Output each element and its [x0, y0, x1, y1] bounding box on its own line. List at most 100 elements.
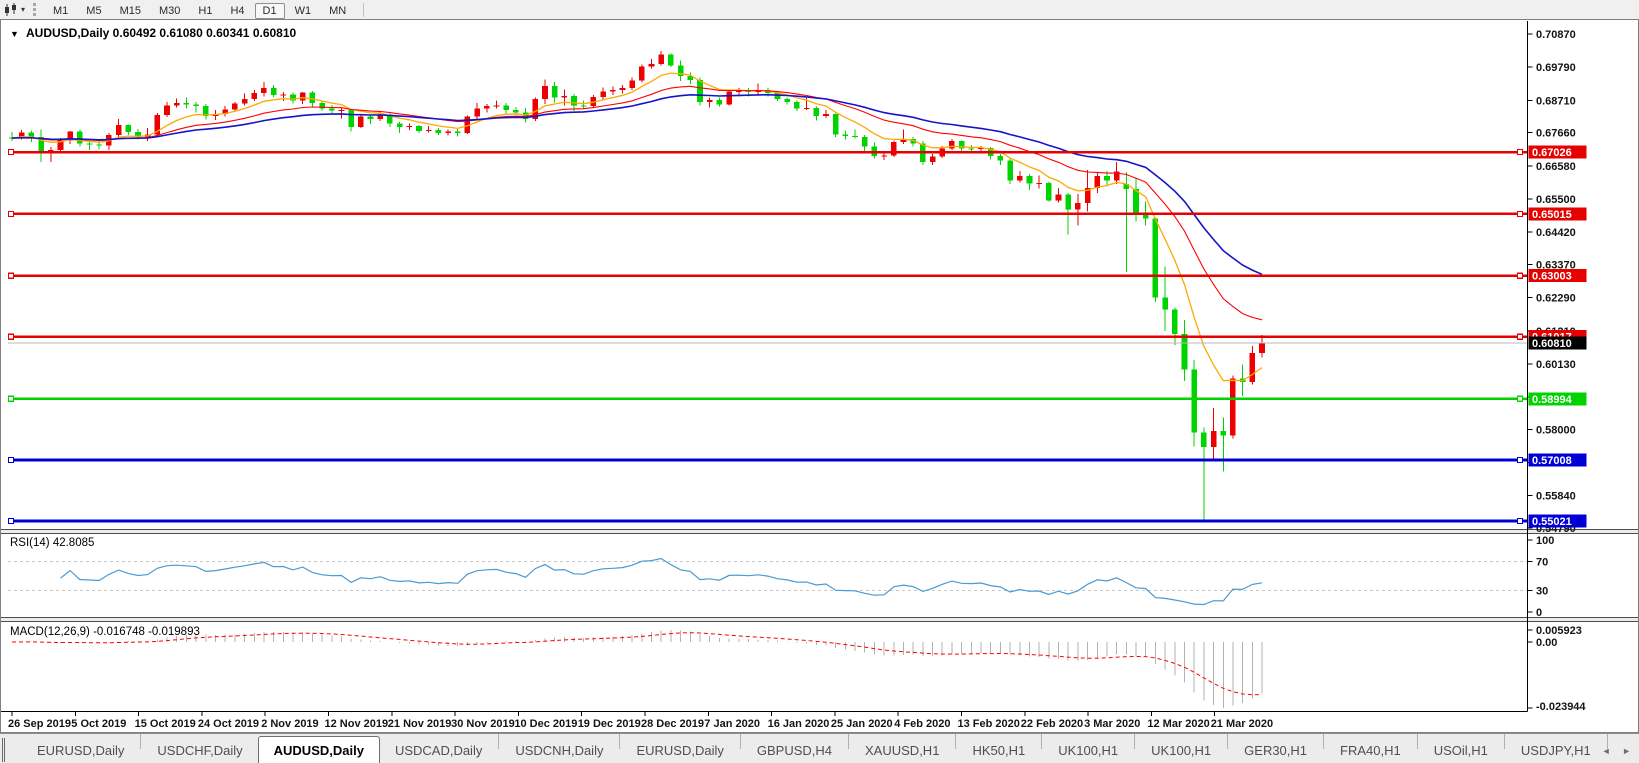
macd-label: MACD(12,26,9) -0.016748 -0.019893: [10, 626, 200, 638]
tab-separator: [1134, 734, 1136, 749]
svg-text:-0.023944: -0.023944: [1536, 701, 1586, 713]
svg-text:0.63370: 0.63370: [1536, 259, 1576, 271]
timeframe-button-mn[interactable]: MN: [329, 4, 347, 17]
chart-tab-hk50-h1[interactable]: HK50,H1: [972, 743, 1026, 758]
line-end-handle: [7, 210, 15, 217]
level-price-labels: 0.670260.650150.630030.610170.589940.570…: [1528, 145, 1587, 528]
timeframe-button-m1[interactable]: M1: [53, 4, 69, 17]
svg-text:12 Nov 2019: 12 Nov 2019: [325, 718, 389, 730]
tab-separator: [739, 734, 741, 749]
svg-text:0: 0: [1536, 607, 1542, 619]
rsi-panel: RSI(14) 42.8085: [8, 537, 1527, 606]
horizontal-line-0.61017[interactable]: [7, 333, 1527, 340]
chart-type-icon[interactable]: [3, 2, 19, 17]
chart-tab-uk100-h1[interactable]: UK100,H1: [1058, 743, 1119, 758]
line-end-handle: [1516, 395, 1524, 402]
svg-text:30: 30: [1536, 585, 1548, 597]
svg-text:0.55021: 0.55021: [1532, 516, 1572, 528]
svg-text:0.58000: 0.58000: [1536, 424, 1576, 436]
macd-signal-line: [12, 632, 1263, 696]
svg-text:0.57008: 0.57008: [1532, 455, 1572, 467]
chart-tab-usdjpy-h1[interactable]: USDJPY,H1: [1520, 743, 1591, 758]
svg-text:0.65500: 0.65500: [1536, 194, 1576, 206]
chart-background: [0, 19, 1639, 733]
tab-separator: [848, 734, 850, 749]
line-end-handle: [1516, 272, 1524, 279]
tab-separator: [1041, 734, 1043, 749]
chart-type-dropdown-icon[interactable]: ▾: [21, 5, 26, 14]
chart-tab-eurusd-daily[interactable]: EURUSD,Daily: [37, 743, 125, 758]
chart-tab-ger30-h1[interactable]: GER30,H1: [1244, 743, 1308, 758]
svg-text:15 Oct 2019: 15 Oct 2019: [135, 718, 196, 730]
horizontal-line-0.57008[interactable]: [7, 456, 1527, 463]
chart-tab-usdchf-daily[interactable]: USDCHF,Daily: [157, 743, 243, 758]
tabs-scroll-right-icon[interactable]: ►: [1622, 746, 1631, 756]
timeframe-button-m30[interactable]: M30: [158, 4, 181, 17]
timeframe-button-w1[interactable]: W1: [294, 4, 312, 17]
timeframe-button-m15[interactable]: M15: [119, 4, 141, 17]
chart-tab-audusd-daily[interactable]: AUDUSD,Daily: [257, 736, 380, 763]
svg-text:21 Mar 2020: 21 Mar 2020: [1211, 718, 1273, 730]
svg-text:0.67660: 0.67660: [1536, 128, 1576, 140]
axes-frame: [1, 21, 1528, 712]
line-end-handle: [7, 395, 15, 402]
tab-separator: [619, 734, 621, 749]
chart-tab-gbpusd-h4[interactable]: GBPUSD,H4: [756, 743, 833, 758]
svg-text:0.00: 0.00: [1536, 637, 1557, 649]
chart-tab-xauusd-h1[interactable]: XAUUSD,H1: [865, 743, 940, 758]
line-end-handle: [1516, 148, 1524, 156]
tabs-scroll-left-icon[interactable]: ◄: [1601, 746, 1611, 756]
horizontal-line-0.55021[interactable]: [7, 517, 1527, 525]
toolbar-grip-handle[interactable]: [33, 3, 37, 16]
tab-separator: [1606, 734, 1608, 749]
horizontal-line-0.67026[interactable]: [7, 148, 1527, 156]
line-end-handle: [7, 517, 15, 525]
tabbar-left-handle[interactable]: [2, 738, 12, 762]
svg-text:0.005923: 0.005923: [1536, 625, 1582, 637]
price-chart-canvas[interactable]: ▼ AUDUSD,Daily 0.60492 0.61080 0.60341 0.…: [0, 19, 1639, 733]
rsi-line: [60, 557, 1263, 606]
line-end-handle: [1516, 456, 1524, 463]
svg-text:0.66580: 0.66580: [1536, 161, 1576, 173]
time-axis: 26 Sep 2019 5 Oct 2019 15 Oct 2019 24 Oct 2…: [8, 711, 1273, 730]
chart-tab-uk100-h1[interactable]: UK100,H1: [1151, 743, 1212, 758]
macd-panel: MACD(12,26,9) -0.016748 -0.019893: [10, 626, 1263, 708]
horizontal-line-0.65015[interactable]: [7, 210, 1527, 217]
timeframe-buttons: M1 M5 M15 M30 H1 H4 D1 W1 MN: [44, 1, 355, 19]
horizontal-line-0.58994[interactable]: [7, 395, 1527, 402]
chart-tab-usoil-h1[interactable]: USOil,H1: [1433, 743, 1488, 758]
svg-text:19 Dec 2019: 19 Dec 2019: [578, 718, 641, 730]
timeframe-button-m5[interactable]: M5: [86, 4, 102, 17]
timeframe-button-d1[interactable]: D1: [254, 2, 285, 19]
svg-text:100: 100: [1536, 535, 1554, 547]
rsi-label: RSI(14) 42.8085: [10, 537, 94, 549]
chart-window[interactable]: ▼ AUDUSD,Daily 0.60492 0.61080 0.60341 0.…: [0, 19, 1639, 733]
tab-separator: [140, 734, 142, 749]
current-price-label: 0.60810: [1532, 338, 1572, 350]
svg-text:13 Feb 2020: 13 Feb 2020: [958, 718, 1020, 730]
line-end-handle: [7, 272, 15, 279]
chart-tab-eurusd-daily[interactable]: EURUSD,Daily: [636, 743, 724, 758]
svg-text:▼: ▼: [10, 29, 19, 39]
svg-text:22 Feb 2020: 22 Feb 2020: [1021, 718, 1083, 730]
tab-separator: [498, 734, 500, 749]
ma-mid-line: [11, 85, 1263, 321]
svg-text:2 Nov 2019: 2 Nov 2019: [261, 718, 318, 730]
tab-scroll-arrows: ◄ ►: [1593, 746, 1631, 756]
horizontal-line-0.63003[interactable]: [7, 272, 1527, 279]
svg-text:0.60130: 0.60130: [1536, 359, 1576, 371]
chart-tab-fra40-h1[interactable]: FRA40,H1: [1340, 743, 1401, 758]
svg-text:0.64420: 0.64420: [1536, 227, 1576, 239]
chart-tab-usdcnh-daily[interactable]: USDCNH,Daily: [515, 743, 604, 758]
chart-title: ▼ AUDUSD,Daily 0.60492 0.61080 0.60341 0.…: [10, 26, 297, 40]
chart-tabs: EURUSD,Daily USDCHF,Daily AUDUSD,Daily USDC…: [22, 734, 1609, 763]
svg-text:30 Nov 2019: 30 Nov 2019: [451, 718, 515, 730]
svg-text:AUDUSD,Daily 0.60492 0.61080: AUDUSD,Daily 0.60492 0.61080 0.60341 0.6…: [26, 26, 297, 40]
timeframe-button-h1[interactable]: H1: [198, 4, 213, 17]
svg-text:0.65015: 0.65015: [1532, 209, 1572, 221]
chart-tab-usdcad-daily[interactable]: USDCAD,Daily: [394, 743, 483, 758]
timeframe-button-h4[interactable]: H4: [230, 4, 245, 17]
line-end-handle: [7, 456, 15, 463]
chart-tab-bar: EURUSD,Daily USDCHF,Daily AUDUSD,Daily USDC…: [0, 733, 1639, 763]
